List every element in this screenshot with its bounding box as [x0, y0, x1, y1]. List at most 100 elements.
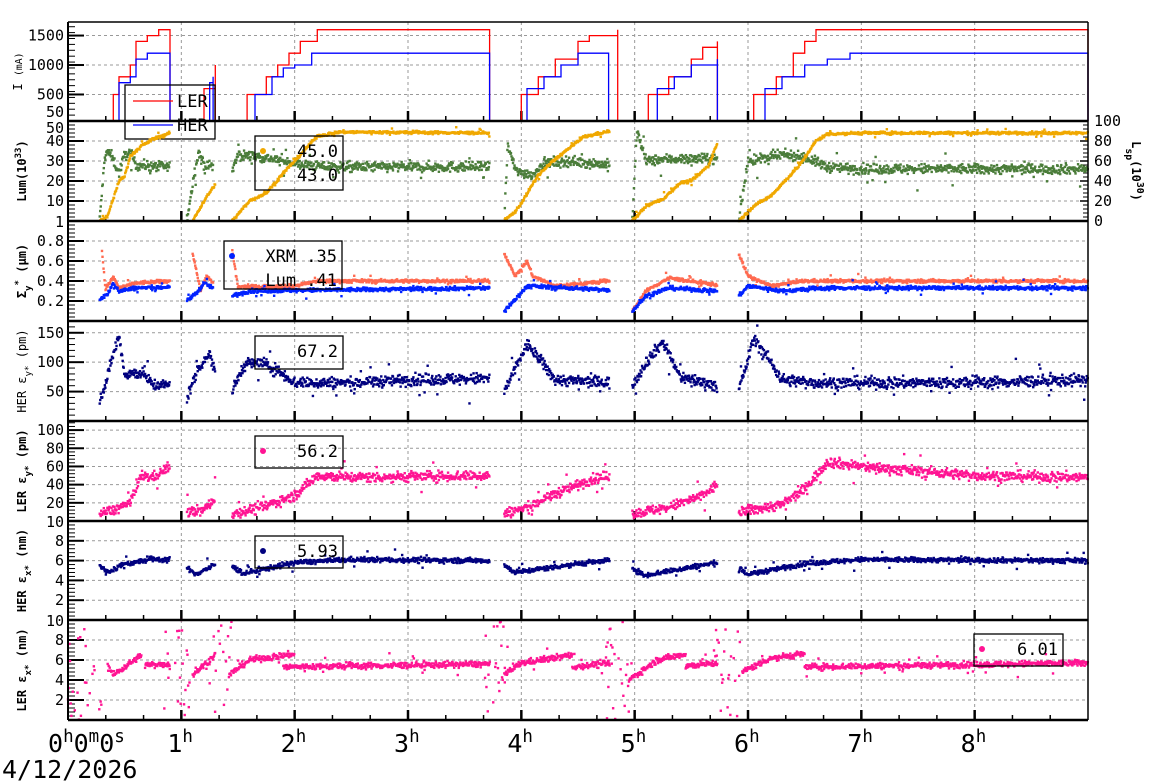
data-point	[138, 148, 141, 151]
data-point	[789, 282, 793, 285]
data-point	[151, 280, 155, 283]
data-point	[232, 218, 236, 221]
data-point	[353, 167, 356, 170]
data-point	[951, 184, 954, 187]
data-point	[391, 279, 394, 282]
data-point	[981, 171, 984, 174]
data-point	[966, 130, 969, 133]
data-point	[272, 148, 275, 151]
data-point	[1052, 168, 1056, 171]
data-point	[383, 163, 386, 166]
data-point	[406, 167, 409, 170]
data-point	[132, 157, 135, 161]
data-point	[370, 281, 374, 285]
data-point	[545, 159, 549, 163]
data-point	[805, 154, 808, 158]
data-point	[211, 168, 214, 172]
data-point	[571, 156, 575, 159]
right-tick-label: 0	[1094, 212, 1103, 230]
data-point	[549, 282, 552, 285]
y-tick-label: 40	[46, 132, 64, 150]
data-point	[885, 128, 889, 131]
data-point	[187, 208, 191, 211]
data-point	[380, 167, 383, 170]
data-point	[303, 165, 306, 168]
data-point	[659, 174, 663, 177]
data-point	[450, 163, 453, 167]
data-point	[297, 163, 301, 166]
data-point	[362, 166, 365, 169]
data-point	[1032, 175, 1035, 179]
data-point	[564, 155, 568, 158]
data-point	[599, 165, 602, 168]
data-point	[200, 204, 204, 207]
data-point	[429, 165, 432, 169]
data-point	[699, 279, 702, 282]
right-tick-label: 80	[1094, 132, 1112, 150]
data-point	[1046, 169, 1049, 172]
data-point	[395, 278, 399, 281]
data-point	[832, 167, 835, 170]
data-point	[813, 154, 817, 157]
data-point	[738, 211, 742, 214]
data-point	[422, 278, 426, 282]
data-point	[525, 172, 528, 176]
data-point	[906, 172, 909, 176]
data-point	[840, 168, 844, 172]
data-point	[999, 167, 1002, 171]
data-point	[1008, 166, 1011, 169]
data-point	[943, 164, 947, 168]
data-point	[323, 167, 326, 171]
data-point	[460, 280, 464, 283]
series-line-HER	[68, 52, 1089, 122]
data-point	[972, 131, 975, 134]
data-point	[1055, 169, 1058, 172]
data-point	[332, 133, 336, 136]
data-point	[277, 160, 280, 164]
data-point	[149, 172, 152, 175]
data-point	[286, 157, 289, 160]
data-point	[971, 165, 974, 168]
data-point	[738, 253, 741, 256]
data-point	[937, 167, 941, 170]
data-point	[652, 156, 655, 159]
data-point	[1022, 171, 1026, 174]
data-point	[564, 160, 567, 163]
data-point	[755, 159, 758, 163]
data-point	[231, 166, 235, 169]
data-point	[765, 197, 769, 201]
data-point	[650, 159, 653, 162]
data-point	[123, 175, 126, 178]
data-point	[370, 169, 373, 172]
data-point	[820, 137, 824, 140]
data-point	[265, 191, 269, 195]
data-point	[675, 183, 678, 187]
data-point	[402, 281, 405, 284]
data-point	[740, 257, 743, 261]
data-point	[193, 261, 196, 264]
data-point	[950, 165, 954, 169]
data-point	[587, 161, 591, 165]
data-point	[605, 161, 609, 164]
data-point	[537, 168, 541, 171]
data-point	[694, 160, 697, 164]
data-point	[210, 162, 213, 165]
data-point	[983, 166, 986, 170]
data-point	[102, 166, 106, 170]
data-point	[690, 155, 694, 158]
data-point	[782, 151, 786, 154]
data-point	[470, 167, 473, 170]
data-point	[258, 156, 261, 159]
data-point	[714, 282, 718, 286]
data-point	[541, 165, 545, 169]
data-point	[820, 165, 824, 169]
data-point	[460, 162, 463, 165]
data-point	[984, 168, 987, 171]
data-point	[709, 284, 713, 287]
data-point	[148, 138, 151, 141]
data-point	[1040, 134, 1043, 138]
data-point	[591, 163, 595, 166]
data-point	[640, 295, 644, 298]
data-point	[339, 166, 343, 170]
data-point	[315, 160, 319, 163]
